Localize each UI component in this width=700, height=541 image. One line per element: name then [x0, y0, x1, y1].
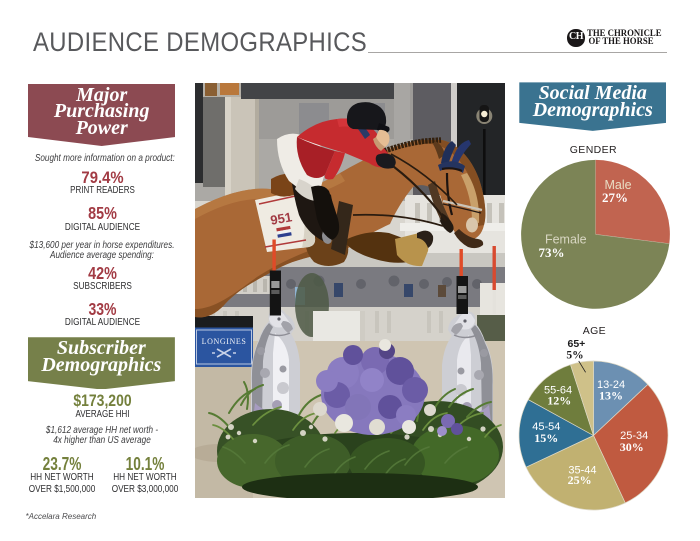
svg-text:35-44: 35-44 — [568, 464, 596, 476]
svg-text:65+: 65+ — [567, 338, 585, 350]
svg-text:12%: 12% — [547, 394, 571, 408]
svg-text:Male: Male — [604, 178, 631, 192]
svg-text:5%: 5% — [566, 350, 583, 362]
svg-text:55-64: 55-64 — [544, 385, 572, 397]
svg-text:951: 951 — [269, 209, 293, 228]
svg-text:15%: 15% — [534, 431, 558, 445]
svg-text:45-54: 45-54 — [532, 421, 560, 433]
svg-text:27%: 27% — [602, 190, 628, 205]
svg-text:73%: 73% — [539, 245, 565, 260]
svg-text:Female: Female — [545, 232, 587, 246]
svg-text:30%: 30% — [620, 440, 644, 454]
svg-text:25%: 25% — [568, 473, 592, 487]
svg-text:25-34: 25-34 — [620, 430, 648, 442]
svg-text:13%: 13% — [599, 389, 623, 403]
svg-text:LONGINES: LONGINES — [201, 337, 246, 346]
svg-text:13-24: 13-24 — [597, 379, 625, 391]
